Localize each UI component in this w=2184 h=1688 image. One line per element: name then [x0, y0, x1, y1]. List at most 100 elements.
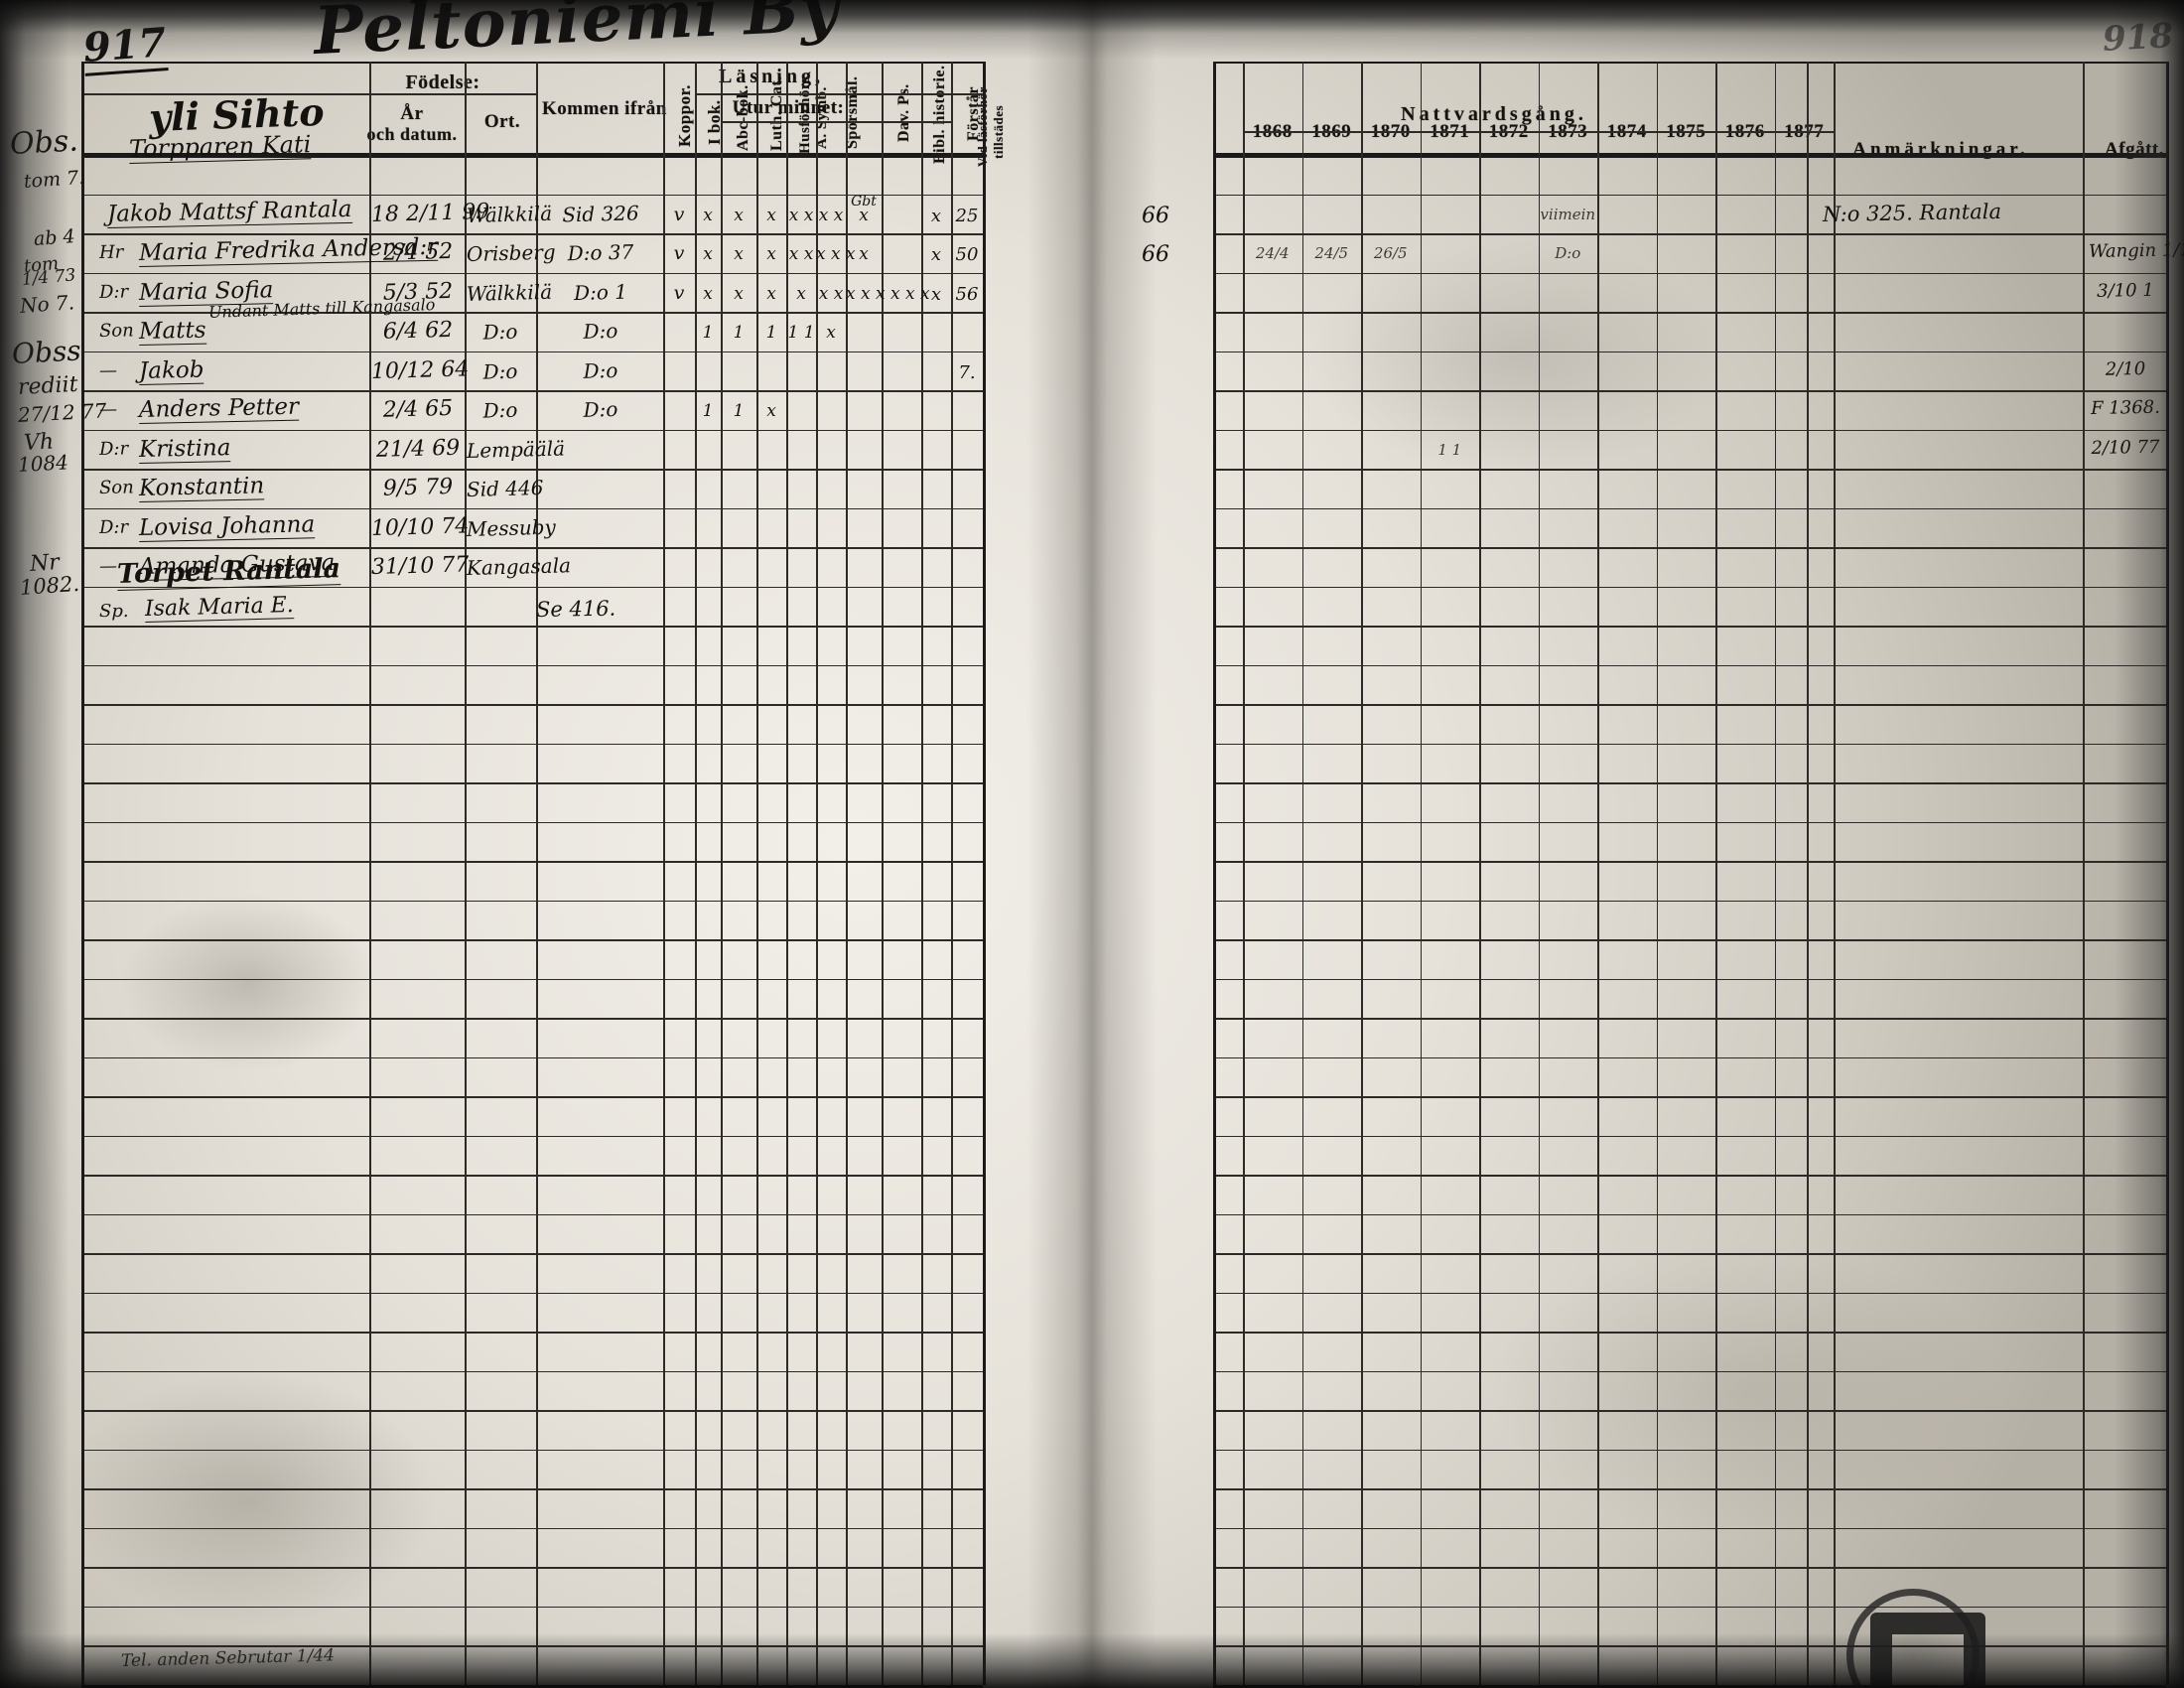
row-reading-extra: Gbt [851, 193, 877, 210]
row-reading-5: x [859, 244, 869, 264]
grid-line [81, 1213, 983, 1216]
grid-line [1774, 62, 1777, 1685]
grid-line [721, 62, 723, 1685]
row-vid-lasforhor: 25 [955, 205, 979, 226]
row-reading-4: x x x [816, 244, 856, 264]
grid-line [1213, 664, 2166, 667]
row-reading-0: 1 [702, 323, 714, 343]
grid-line [1213, 1135, 2166, 1138]
grid-line [81, 429, 983, 432]
row-reading-0: 1 [702, 401, 714, 421]
row-afgatt: F 1368. [2090, 396, 2161, 419]
header-fodelse: Födelse: [405, 71, 480, 93]
row-afgatt: 3/10 1 [2097, 279, 2154, 302]
row-birth-place: D:o [482, 319, 518, 345]
subsection-entry-ref: Se 416. [535, 596, 616, 622]
row-prefix: Hr [98, 241, 124, 263]
margin-note-2: ab 4 [33, 225, 76, 250]
grid-line [81, 62, 84, 1685]
grid-line [1807, 62, 1809, 1685]
grid-line [81, 1567, 983, 1569]
row-reading-1: 1 [733, 323, 745, 343]
grid-line [81, 272, 983, 275]
grid-line [1213, 233, 2166, 235]
row-reading-1: x [734, 283, 744, 304]
grid-line [756, 62, 758, 1685]
margin-note-0: Obs. [9, 123, 79, 162]
grid-line [1213, 155, 2166, 158]
header-kommen-ifran-2: Kommen ifrån [542, 98, 667, 119]
grid-line [1213, 626, 2166, 628]
grid-line [1213, 782, 2166, 784]
grid-line [1213, 1018, 2166, 1020]
row-reading-2: 1 [765, 323, 777, 343]
grid-line [81, 626, 983, 628]
grid-line [1213, 704, 2166, 706]
row-birth-place: Lempäälä [466, 435, 566, 463]
grid-line [1213, 469, 2166, 471]
row-reading-4: x [826, 323, 836, 343]
row-birth-date: 21/4 69 [375, 435, 461, 463]
grid-line [1213, 351, 2166, 353]
margin-note-7: rediit [17, 371, 79, 400]
row-reading-3: x x [788, 244, 814, 264]
grid-line [1213, 429, 2166, 432]
grid-line [1213, 62, 2166, 64]
row-name: Matts [138, 317, 206, 346]
grid-line [1213, 1175, 2166, 1177]
row-name: Konstantin [138, 473, 265, 502]
row-reading-2: x [766, 244, 776, 264]
row-name: Kristina [138, 434, 231, 464]
row-afgatt: 2/10 77 [2091, 436, 2160, 459]
grid-line [846, 62, 848, 1685]
row-birth-place: D:o [482, 397, 518, 423]
row-come-from: D:o [583, 357, 618, 383]
grid-line [2166, 62, 2169, 1685]
grid-line [1213, 390, 2166, 392]
row-forstar: x [930, 205, 942, 226]
row-reading-4: x x [818, 283, 844, 304]
row-birth-place: Wälkkilä [466, 201, 553, 227]
subsection-heading: Torpet Rantala [116, 553, 341, 591]
page-number-right: 918 [2102, 16, 2174, 60]
archive-stamp-inner [1870, 1613, 1985, 1688]
grid-line [1213, 507, 2166, 510]
row-communion-1873: D:o [1555, 244, 1581, 262]
grid-line [81, 1135, 983, 1138]
row-birth-date: 18 2/11 99 [370, 199, 490, 227]
grid-line [81, 704, 983, 706]
row-vid-lasforhor: 56 [955, 283, 979, 305]
grid-line [1301, 62, 1304, 1685]
margin-note-5: No 7. [19, 290, 75, 318]
margin-note-10: 1084 [17, 450, 69, 477]
header-husforhors: Husförhörs [797, 75, 813, 154]
grid-line [81, 861, 983, 863]
grid-line [1213, 1292, 2166, 1295]
row-communion-1869: 24/5 [1314, 244, 1349, 262]
row-birth-date: 10/10 74 [370, 512, 470, 541]
grid-line [1213, 978, 2166, 981]
grid-line [536, 62, 538, 1685]
grid-line [81, 233, 983, 235]
row-reading-3: 1 1 [787, 323, 815, 343]
grid-line [81, 1449, 983, 1452]
grid-line [81, 821, 983, 824]
grid-line [1213, 1606, 2166, 1609]
row-birth-date: 31/10 77 [370, 552, 470, 580]
grid-line [81, 1332, 983, 1334]
row-communion-1871: 1 1 [1437, 440, 1462, 459]
row-reading-2: x [766, 283, 776, 304]
row-koppor: v [673, 203, 685, 225]
margin-note-6: Obss [11, 334, 82, 370]
grid-line [1213, 62, 1216, 1685]
grid-line [81, 1684, 983, 1688]
grid-line [369, 93, 371, 155]
row-birth-place: Messuby [466, 514, 557, 541]
row-birth-place: D:o [482, 358, 518, 384]
row-birth-date: 2/4 52 [382, 238, 454, 266]
row-koppor: v [673, 242, 685, 264]
row-name: Anders Petter [138, 393, 300, 424]
grid-line [786, 62, 788, 1685]
grid-line [81, 351, 983, 353]
grid-line [81, 390, 983, 392]
